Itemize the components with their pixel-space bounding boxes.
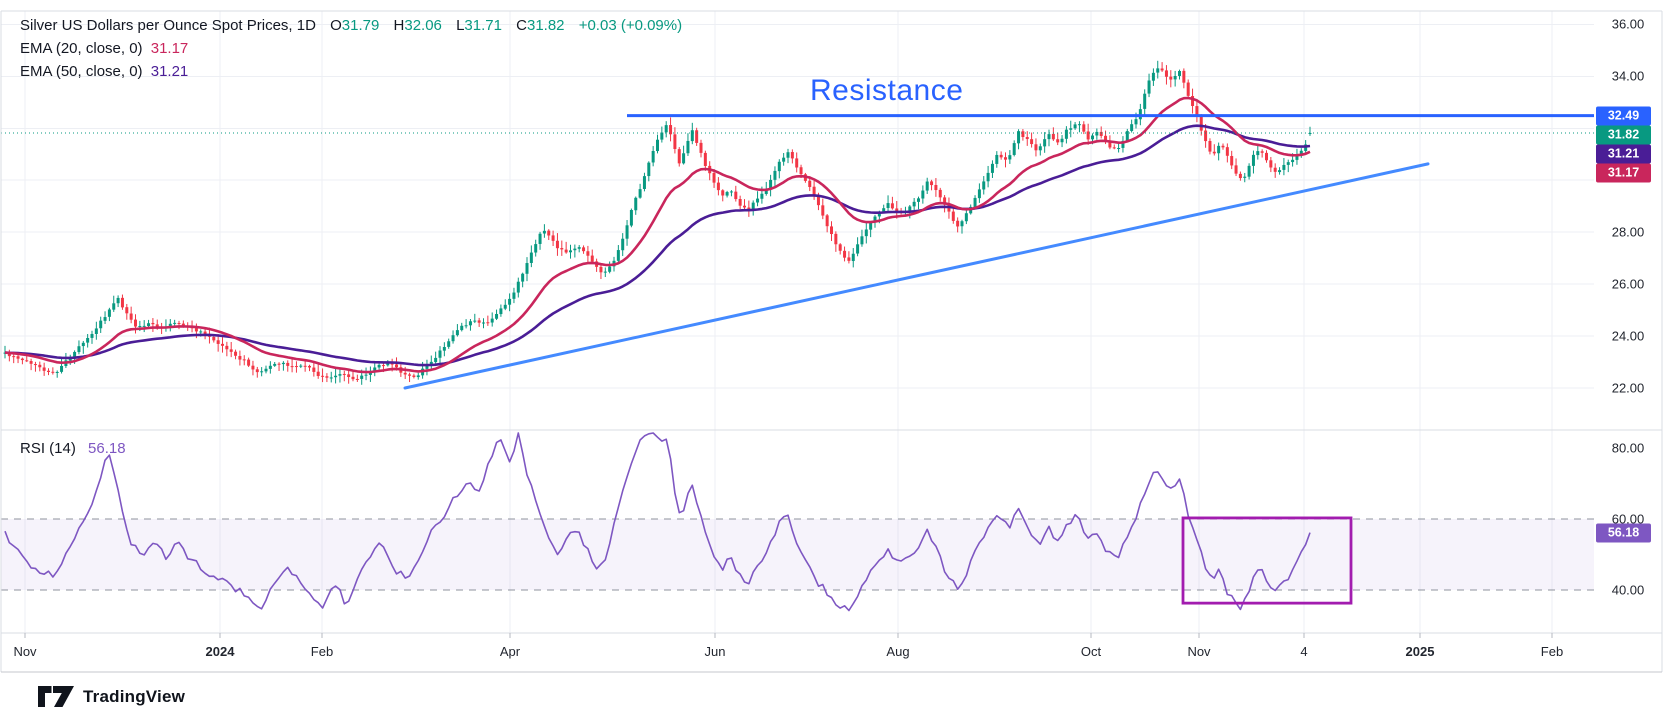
rsi-axis-badge: 56.18 bbox=[1596, 523, 1651, 543]
time-tick-label: Nov bbox=[13, 644, 37, 659]
price-tick-label: 24.00 bbox=[1611, 328, 1645, 344]
time-tick-label: Feb bbox=[310, 644, 334, 659]
ema50-legend-row[interactable]: EMA (50, close, 0) 31.21 bbox=[20, 60, 682, 83]
candles-layer bbox=[3, 60, 1312, 385]
symbol-title-row: Silver US Dollars per Ounce Spot Prices,… bbox=[20, 14, 682, 37]
tradingview-logo[interactable]: TradingView bbox=[38, 684, 185, 709]
resistance-drawing-label[interactable]: Resistance bbox=[810, 74, 964, 107]
time-tick-label: 2025 bbox=[1405, 644, 1435, 659]
ema20-label: EMA (20, close, 0) bbox=[20, 40, 143, 57]
price-tick-label: 26.00 bbox=[1611, 276, 1645, 292]
ohlc-close-value: 31.82 bbox=[526, 17, 565, 34]
time-tick-label: 4 bbox=[1300, 644, 1308, 659]
rsi-tick-label: 40.00 bbox=[1611, 582, 1645, 598]
price-axis-badge: 31.82 bbox=[1596, 125, 1651, 145]
time-tick-label: Aug bbox=[886, 644, 910, 659]
price-tick-label: 22.00 bbox=[1611, 380, 1645, 396]
price-tick-label: 28.00 bbox=[1611, 224, 1645, 240]
rsi-band bbox=[1, 519, 1594, 590]
symbol-legend[interactable]: Silver US Dollars per Ounce Spot Prices,… bbox=[20, 14, 682, 83]
price-axis-badge: 31.17 bbox=[1596, 163, 1651, 183]
rsi-value: 56.18 bbox=[88, 440, 126, 457]
rsi-legend[interactable]: RSI (14) 56.18 bbox=[20, 440, 126, 457]
ema20-line[interactable] bbox=[4, 96, 1311, 374]
ohlc-low-value: 31.71 bbox=[464, 17, 502, 34]
ema50-value: 31.21 bbox=[150, 63, 189, 80]
time-tick-label: Oct bbox=[1080, 644, 1102, 659]
price-axis-badge: 31.21 bbox=[1596, 144, 1651, 164]
rsi-line bbox=[4, 432, 1311, 612]
ema50-line[interactable] bbox=[4, 124, 1311, 367]
ohlc-open-label: O bbox=[330, 17, 342, 34]
rsi-highlight-box-drawing[interactable] bbox=[1181, 516, 1353, 605]
trendline-drawing[interactable] bbox=[403, 162, 1430, 390]
price-tick-label: 34.00 bbox=[1611, 68, 1645, 84]
symbol-title: Silver US Dollars per Ounce Spot Prices,… bbox=[20, 17, 316, 34]
ema20-legend-row[interactable]: EMA (20, close, 0) 31.17 bbox=[20, 37, 682, 60]
rsi-tick-label: 80.00 bbox=[1611, 440, 1645, 456]
ohlc-close-label: C bbox=[516, 17, 527, 34]
price-axis-badge: 32.49 bbox=[1596, 106, 1651, 126]
change-value: +0.03 (+0.09%) bbox=[578, 17, 683, 34]
ohlc-high-label: H bbox=[393, 17, 405, 34]
ohlc-low-label: L bbox=[456, 17, 465, 34]
time-tick-label: Nov bbox=[1187, 644, 1211, 659]
time-tick-label: Jun bbox=[704, 644, 726, 659]
tradingview-logo-text: TradingView bbox=[83, 686, 186, 706]
ohlc-high-value: 32.06 bbox=[404, 17, 442, 34]
ema50-label: EMA (50, close, 0) bbox=[20, 63, 143, 80]
ema20-value: 31.17 bbox=[150, 40, 189, 57]
time-tick-label: 2024 bbox=[205, 644, 235, 659]
price-tick-label: 36.00 bbox=[1611, 16, 1645, 32]
time-tick-label: Feb bbox=[1540, 644, 1564, 659]
ohlc-open-value: 31.79 bbox=[341, 17, 380, 34]
time-tick-label: Apr bbox=[499, 644, 521, 659]
tradingview-logo-icon bbox=[38, 686, 74, 707]
rsi-tick-label: 60.00 bbox=[1611, 511, 1645, 527]
rsi-label: RSI (14) bbox=[20, 440, 76, 457]
